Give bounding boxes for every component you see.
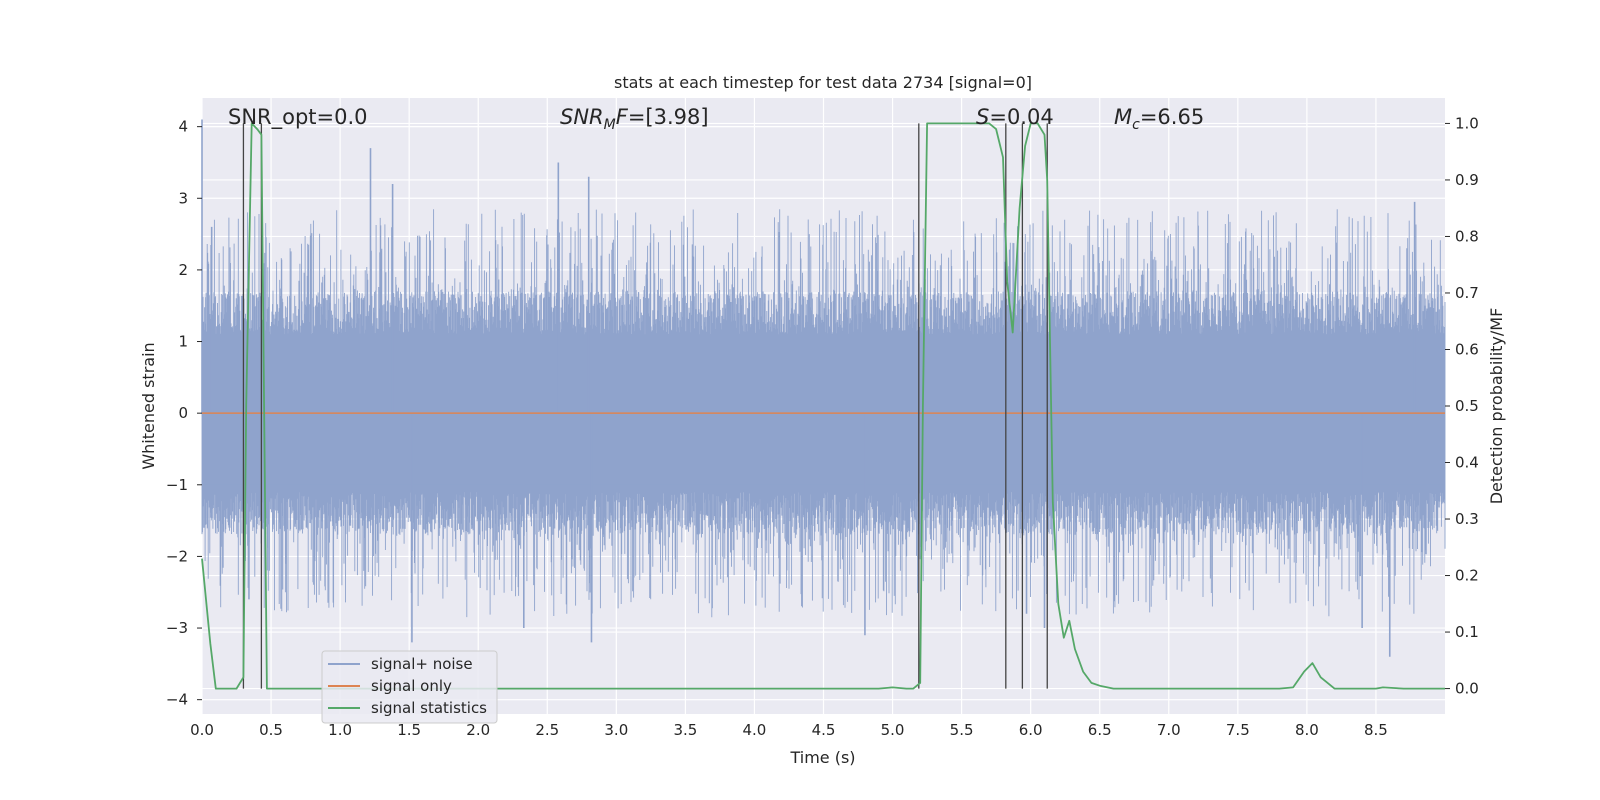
mc-sub: c [1132, 117, 1140, 133]
x-axis-label: Time (s) [789, 748, 855, 767]
x-tick-label: 4.5 [812, 721, 836, 739]
y-tick-label: 3 [178, 189, 188, 207]
y2-tick-label: 0.6 [1455, 340, 1479, 358]
y2-tick-label: 0.0 [1455, 680, 1479, 698]
chart-title: stats at each timestep for test data 273… [614, 73, 1032, 92]
x-tick-label: 3.5 [673, 721, 697, 739]
y2-tick-label: 0.7 [1455, 284, 1479, 302]
signal-statistics-series [201, 122, 1445, 690]
x-tick-label: 6.0 [1019, 721, 1043, 739]
y-tick-label: −1 [166, 476, 188, 494]
legend-label-signal-statistics: signal statistics [371, 699, 487, 717]
s-value: =0.04 [989, 105, 1053, 129]
x-tick-label: 4.0 [743, 721, 767, 739]
signal-statistics-line [201, 122, 1445, 690]
x-tick-label: 8.5 [1364, 721, 1388, 739]
y2-tick-label: 0.2 [1455, 567, 1479, 585]
legend-label-signal-only: signal only [371, 677, 452, 695]
y-tick-label: −4 [166, 691, 188, 709]
axis-ticks: 0.0 0.5 1.0 1.5 2.0 2.5 3.0 3.5 4.0 4.5 5.0 5.5 6.0 6… [166, 114, 1479, 739]
x-tick-label: 3.0 [604, 721, 628, 739]
snr-mf-rest: F [616, 105, 629, 129]
x-tick-label: 2.0 [466, 721, 490, 739]
s-symbol: S [976, 105, 989, 129]
snr-mf-sub: M [604, 117, 616, 133]
x-tick-label: 5.5 [950, 721, 974, 739]
annotation-snr-mf: SNRMF=[3.98] [560, 105, 709, 133]
x-tick-label: 6.5 [1088, 721, 1112, 739]
mc-main: M [1114, 105, 1132, 129]
x-tick-label: 7.5 [1226, 721, 1250, 739]
legend: signal+ noise signal only signal statist… [321, 650, 498, 724]
y2-tick-label: 0.8 [1455, 227, 1479, 245]
x-tick-label: 7.0 [1157, 721, 1181, 739]
y-tick-label: 4 [178, 118, 188, 136]
y-tick-label: 1 [178, 333, 188, 351]
annotation-snr-opt: SNR_opt=0.0 [228, 105, 368, 130]
y2-tick-label: 0.3 [1455, 510, 1479, 528]
annotation-mc: Mc=6.65 [1114, 105, 1204, 133]
x-tick-label: 1.0 [328, 721, 352, 739]
y2-axis-label: Detection probability/MF [1487, 308, 1506, 505]
y2-tick-label: 0.9 [1455, 171, 1479, 189]
x-tick-label: 0.5 [259, 721, 283, 739]
y-axis-label: Whitened strain [139, 342, 158, 469]
legend-box [321, 650, 498, 724]
snr-mf-value: =[3.98] [628, 105, 709, 129]
y2-tick-label: 0.4 [1455, 454, 1479, 472]
y2-tick-label: 1.0 [1455, 114, 1479, 132]
x-tick-label: 5.0 [881, 721, 905, 739]
y-tick-label: −2 [166, 547, 188, 565]
annotation-s: S=0.04 [976, 105, 1054, 129]
mc-value: =6.65 [1140, 105, 1204, 129]
y-tick-label: −3 [166, 619, 188, 637]
y2-tick-label: 0.5 [1455, 397, 1479, 415]
snr-mf-main: SNR [560, 105, 604, 129]
x-tick-label: 8.0 [1295, 721, 1319, 739]
y-tick-label: 2 [178, 261, 188, 279]
y2-tick-label: 0.1 [1455, 623, 1479, 641]
legend-label-signal-noise: signal+ noise [371, 655, 473, 673]
x-tick-label: 2.5 [535, 721, 559, 739]
x-tick-label: 1.5 [397, 721, 421, 739]
x-tick-label: 0.0 [190, 721, 214, 739]
y-tick-label: 0 [178, 404, 188, 422]
